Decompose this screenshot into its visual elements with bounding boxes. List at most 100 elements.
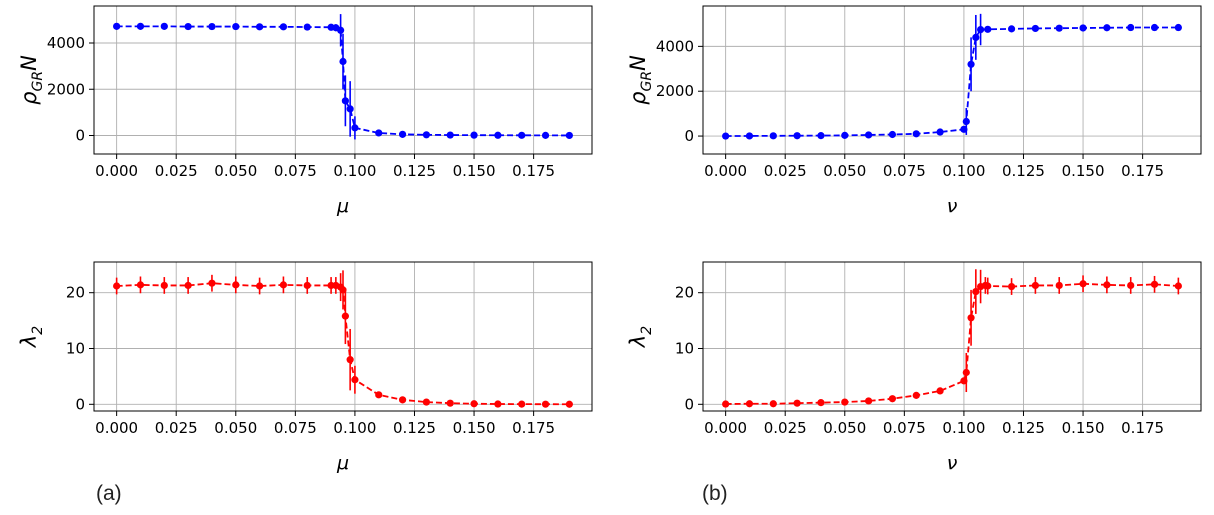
x-tick-label: 0.075 <box>274 419 317 437</box>
data-point <box>565 131 573 140</box>
x-tick-label: 0.025 <box>764 162 807 180</box>
data-point <box>518 131 526 139</box>
x-tick-label: 0.175 <box>512 162 555 180</box>
panel-label-b: (b) <box>702 482 728 505</box>
x-tick-label: 0.150 <box>1062 419 1105 437</box>
data-point <box>303 23 311 31</box>
y-tick-label: 0 <box>75 127 85 145</box>
data-point <box>1174 282 1182 290</box>
data-point <box>1103 281 1111 289</box>
data-point <box>1127 23 1135 32</box>
y-tick-label: 0 <box>684 127 694 145</box>
data-point <box>422 398 430 406</box>
x-tick-label: 0.000 <box>704 419 747 437</box>
data-point <box>967 314 975 322</box>
data-point <box>470 400 478 408</box>
x-tick-label: 0.125 <box>1002 162 1045 180</box>
data-point <box>279 281 288 289</box>
data-point <box>960 125 968 133</box>
data-point <box>256 23 264 31</box>
x-tick-label: 0.175 <box>1121 162 1164 180</box>
x-tick-label: 0.075 <box>883 419 926 437</box>
data-point <box>769 400 777 408</box>
plot-frame <box>702 5 1202 155</box>
x-axis-label: μ <box>336 195 349 217</box>
x-tick-label: 0.100 <box>942 419 985 437</box>
x-tick-label: 0.175 <box>1121 419 1164 437</box>
data-point <box>1174 23 1182 32</box>
x-tick-label: 0.000 <box>95 419 138 437</box>
data-point <box>769 132 777 140</box>
data-point <box>208 279 216 287</box>
x-tick-label: 0.050 <box>823 162 866 180</box>
y-tick-label: 0 <box>684 395 694 413</box>
data-point <box>470 131 478 139</box>
data-point <box>984 282 992 290</box>
x-tick-label: 0.000 <box>704 162 747 180</box>
data-point <box>541 400 550 408</box>
x-tick-label: 0.075 <box>274 162 317 180</box>
data-point <box>962 117 970 126</box>
data-point <box>184 22 192 31</box>
data-point <box>1103 24 1111 32</box>
x-tick-label: 0.100 <box>333 419 376 437</box>
data-point <box>960 377 968 385</box>
data-point <box>967 60 975 68</box>
plot-frame <box>93 5 593 155</box>
panel-label-a: (a) <box>96 482 122 505</box>
data-point <box>841 398 849 406</box>
data-point <box>1150 23 1159 32</box>
data-point <box>398 130 407 138</box>
data-point <box>912 130 920 138</box>
x-tick-label: 0.125 <box>393 419 436 437</box>
x-tick-label: 0.050 <box>214 162 257 180</box>
x-axis-label: ν <box>947 452 958 474</box>
x-tick-label: 0.125 <box>1002 419 1045 437</box>
x-axis-label: ν <box>947 195 958 217</box>
x-tick-label: 0.025 <box>155 419 198 437</box>
data-point <box>375 129 383 137</box>
y-tick-label: 2000 <box>47 80 85 98</box>
data-point <box>865 131 873 139</box>
x-tick-label: 0.100 <box>942 162 985 180</box>
data-point <box>256 282 264 290</box>
data-point <box>113 22 121 30</box>
data-point <box>346 356 354 364</box>
x-tick-label: 0.025 <box>764 419 807 437</box>
chart-top-left: 0.000 0.025 0.050 0.075 0.100 0.125 0.150 0.175… <box>17 5 593 217</box>
data-point <box>136 22 145 30</box>
x-tick-label: 0.150 <box>453 162 496 180</box>
data-point <box>841 131 849 139</box>
data-point <box>817 399 825 407</box>
data-point <box>912 391 920 399</box>
data-point <box>341 97 349 105</box>
plot-frame <box>93 261 593 412</box>
data-point <box>337 26 345 34</box>
data-point <box>446 399 454 407</box>
data-point <box>160 22 168 30</box>
data-point <box>962 368 970 377</box>
data-point <box>494 400 502 408</box>
data-point <box>1007 282 1016 291</box>
data-point <box>1150 280 1159 288</box>
data-point <box>745 132 754 140</box>
data-point <box>1079 280 1087 288</box>
data-point <box>1031 24 1039 33</box>
y-tick-label: 10 <box>66 339 85 357</box>
data-point <box>1031 281 1039 290</box>
x-tick-label: 0.025 <box>155 162 198 180</box>
data-point <box>351 376 359 384</box>
x-tick-label: 0.150 <box>1062 162 1105 180</box>
data-point <box>303 281 311 290</box>
data-point <box>113 282 121 290</box>
y-axis-label: λ2 <box>626 326 655 348</box>
x-tick-label: 0.150 <box>453 419 496 437</box>
data-point <box>1055 281 1063 290</box>
y-tick-label: 20 <box>66 284 85 302</box>
data-point <box>184 281 192 290</box>
series-line <box>725 26 1179 137</box>
x-tick-label: 0.075 <box>883 162 926 180</box>
data-point <box>346 105 354 113</box>
data-point <box>422 131 430 139</box>
x-tick-label: 0.050 <box>823 419 866 437</box>
